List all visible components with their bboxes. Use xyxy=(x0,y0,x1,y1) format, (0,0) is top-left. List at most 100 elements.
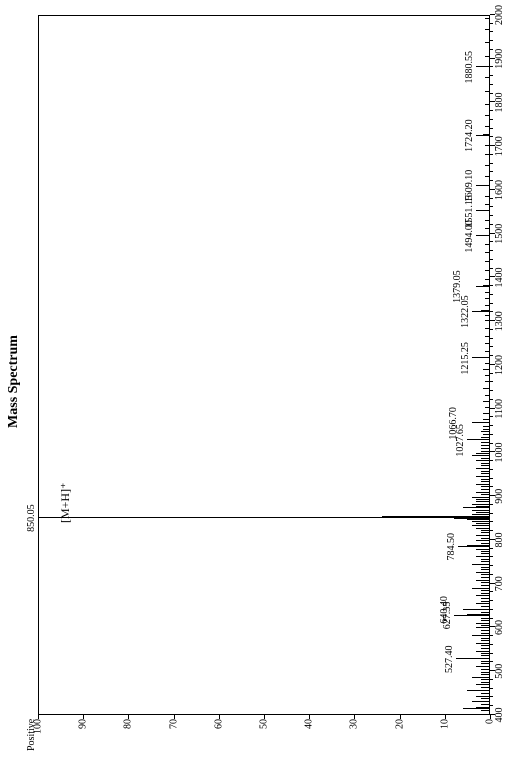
spectrum-peak xyxy=(481,590,490,591)
x-tick-minor xyxy=(490,557,493,558)
x-tick-minor xyxy=(490,504,493,505)
x-tick-label: 900 xyxy=(490,489,505,504)
peak-label: 1215.25 xyxy=(460,342,471,375)
spectrum-peak xyxy=(481,655,490,656)
spectrum-peak xyxy=(481,422,490,423)
spectrum-peak xyxy=(481,487,490,488)
x-tick-minor xyxy=(490,697,493,698)
spectrum-peak xyxy=(476,492,490,493)
spectrum-peak xyxy=(481,471,490,472)
spectrum-peak xyxy=(485,145,490,146)
x-tick-minor xyxy=(490,443,493,444)
spectrum-peak xyxy=(476,506,490,507)
spectrum-peak xyxy=(472,588,490,589)
x-tick-minor xyxy=(490,355,493,356)
x-tick-minor xyxy=(490,688,493,689)
spectrum-peak xyxy=(481,663,490,664)
x-tick-minor xyxy=(490,390,493,391)
spectrum-peak xyxy=(481,431,490,432)
spectrum-peak xyxy=(476,666,490,667)
mh-plus-label: [M+H]⁺ xyxy=(58,483,73,523)
y-tick-mark xyxy=(128,715,129,719)
spectrum-peak xyxy=(481,601,490,602)
spectrum-peak xyxy=(481,598,490,599)
spectrum-peak xyxy=(481,561,490,562)
y-tick-mark xyxy=(174,715,175,719)
peak-label: 1609.10 xyxy=(464,170,475,203)
x-tick-minor xyxy=(490,32,493,33)
x-tick-minor xyxy=(490,23,493,24)
peak-label: 1379.05 xyxy=(452,270,463,303)
x-tick-minor xyxy=(490,618,493,619)
spectrum-peak xyxy=(481,661,490,662)
spectrum-peak xyxy=(481,693,490,694)
spectrum-peak xyxy=(485,328,490,329)
spectrum-peak xyxy=(481,479,490,480)
spectrum-peak xyxy=(485,91,490,92)
x-tick-minor xyxy=(490,137,493,138)
spectrum-peak xyxy=(483,419,490,420)
spectrum-peak xyxy=(485,176,490,177)
spectrum-peak xyxy=(481,466,490,467)
x-tick-minor xyxy=(490,49,493,50)
spectrum-peak xyxy=(481,679,490,680)
peak-label: 1066.70 xyxy=(448,407,459,440)
spectrum-peak xyxy=(476,623,490,624)
x-tick-label: 700 xyxy=(490,576,505,591)
x-tick-minor xyxy=(490,530,493,531)
spectrum-peak xyxy=(485,305,490,306)
x-tick-minor xyxy=(490,154,493,155)
x-tick-minor xyxy=(490,592,493,593)
spectrum-peak xyxy=(481,612,490,613)
spectrum-peak xyxy=(485,320,490,321)
spectrum-peak xyxy=(481,551,490,552)
spectrum-peak xyxy=(481,672,490,673)
spectrum-peak xyxy=(476,572,490,573)
spectrum-peak xyxy=(481,532,490,533)
spectrum-peak xyxy=(483,401,490,402)
spectrum-peak xyxy=(485,351,490,352)
x-tick-minor xyxy=(490,294,493,295)
spectrum-peak xyxy=(481,448,490,449)
x-tick-minor xyxy=(490,635,493,636)
spectrum-peak xyxy=(476,484,490,485)
x-tick-minor xyxy=(490,487,493,488)
spectrum-peak xyxy=(481,451,490,452)
spectrum-peak xyxy=(472,609,490,610)
peak-label: 1724.20 xyxy=(464,119,475,152)
spectrum-peak xyxy=(481,543,490,544)
spectrum-peak xyxy=(481,437,490,438)
spectrum-peak xyxy=(476,501,490,502)
spectrum-peak xyxy=(481,704,490,705)
spectrum-peak xyxy=(485,104,490,105)
x-tick-minor xyxy=(490,609,493,610)
spectrum-peak xyxy=(472,525,490,526)
spectrum-peak xyxy=(485,407,490,408)
x-tick-minor xyxy=(490,644,493,645)
x-tick-minor xyxy=(490,679,493,680)
x-tick-label: 500 xyxy=(490,664,505,679)
x-tick-minor xyxy=(490,110,493,111)
spectrum-peak xyxy=(485,18,490,19)
spectrum-peak xyxy=(472,514,490,515)
spectrum-peak xyxy=(481,638,490,639)
spectrum-peak xyxy=(481,458,490,459)
spectrum-peak xyxy=(485,261,490,262)
x-tick-minor xyxy=(490,93,493,94)
spectrum-peak xyxy=(472,564,490,565)
y-tick-mark xyxy=(219,715,220,719)
spectrum-peak xyxy=(483,285,490,286)
spectrum-peak xyxy=(481,620,490,621)
x-tick-minor xyxy=(490,338,493,339)
x-tick-minor xyxy=(490,460,493,461)
spectrum-peak xyxy=(472,455,490,456)
x-tick-minor xyxy=(490,574,493,575)
spectrum-peak xyxy=(481,630,490,631)
spectrum-peak xyxy=(481,481,490,482)
spectrum-peak xyxy=(485,244,490,245)
spectrum-peak xyxy=(476,468,490,469)
spectrum-peak xyxy=(476,535,490,536)
spectrum-peak xyxy=(485,315,490,316)
spectrum-peak xyxy=(481,569,490,570)
spectrum-peak xyxy=(485,279,490,280)
